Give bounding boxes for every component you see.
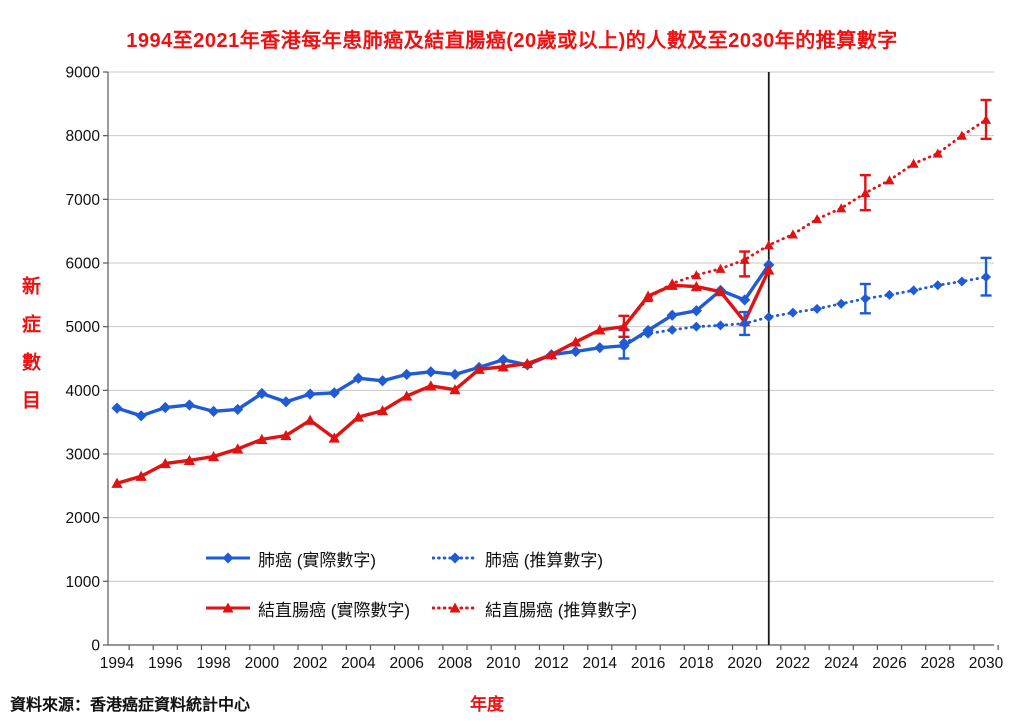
svg-text:2002: 2002 — [293, 655, 327, 672]
svg-text:2006: 2006 — [389, 655, 423, 672]
svg-text:2008: 2008 — [438, 655, 472, 672]
svg-text:0: 0 — [91, 638, 100, 655]
svg-text:2016: 2016 — [631, 655, 665, 672]
lung-projected-line-icon — [431, 549, 479, 567]
svg-text:2022: 2022 — [776, 655, 810, 672]
svg-text:8000: 8000 — [66, 128, 101, 145]
svg-text:2024: 2024 — [824, 655, 859, 672]
y-axis-title: 新症數目 — [19, 276, 40, 428]
svg-text:5000: 5000 — [66, 319, 101, 336]
svg-text:3000: 3000 — [66, 447, 101, 464]
legend-label: 肺癌 (推算數字) — [485, 550, 604, 570]
svg-text:2004: 2004 — [341, 655, 376, 672]
svg-text:1998: 1998 — [196, 655, 230, 672]
legend-item-lung-projected: 肺癌 (推算數字) — [431, 548, 604, 570]
legend-label: 結直腸癌 (實際數字) — [258, 600, 411, 620]
svg-text:2010: 2010 — [486, 655, 521, 672]
svg-text:2030: 2030 — [969, 655, 1004, 672]
legend-item-lung-actual: 肺癌 (實際數字) — [205, 548, 377, 570]
svg-text:1000: 1000 — [66, 574, 101, 591]
crc-actual-line-icon — [205, 599, 251, 617]
legend-label: 結直腸癌 (推算數字) — [485, 600, 638, 620]
svg-text:2020: 2020 — [727, 655, 762, 672]
svg-text:1996: 1996 — [148, 655, 182, 672]
x-axis-title: 年度 — [470, 695, 504, 714]
svg-text:4000: 4000 — [66, 383, 101, 400]
legend-item-crc-projected: 結直腸癌 (推算數字) — [431, 598, 638, 620]
svg-text:7000: 7000 — [66, 192, 101, 209]
svg-text:2026: 2026 — [872, 655, 906, 672]
legend-label: 肺癌 (實際數字) — [258, 550, 377, 570]
svg-text:2012: 2012 — [534, 655, 568, 672]
plot-y-axis: 0 1000 2000 3000 4000 5000 6000 7000 8000 9000 — [66, 65, 109, 655]
svg-text:6000: 6000 — [66, 256, 101, 273]
crc-projected-line-icon — [431, 599, 479, 617]
svg-text:2014: 2014 — [583, 655, 618, 672]
svg-text:2018: 2018 — [679, 655, 713, 672]
chart-title: 1994至2021年香港每年患肺癌及結直腸癌(20歲或以上)的人數及至2030年… — [126, 30, 898, 52]
svg-text:2028: 2028 — [921, 655, 955, 672]
lung-actual-line-icon — [205, 549, 251, 567]
svg-text:1994: 1994 — [100, 655, 135, 672]
svg-text:2000: 2000 — [245, 655, 280, 672]
plot-gridlines — [108, 71, 994, 582]
plot-x-axis: 1994 1996 1998 2000 2002 2004 2006 2008 2010 2012… — [100, 644, 1004, 672]
legend-item-crc-actual: 結直腸癌 (實際數字) — [205, 598, 411, 620]
series-3-dotted — [618, 98, 992, 339]
svg-text:2000: 2000 — [66, 510, 101, 527]
series-1-dotted — [618, 256, 992, 360]
svg-text:9000: 9000 — [66, 65, 101, 82]
source-note: 資料來源：香港癌症資料統計中心 — [10, 697, 251, 714]
